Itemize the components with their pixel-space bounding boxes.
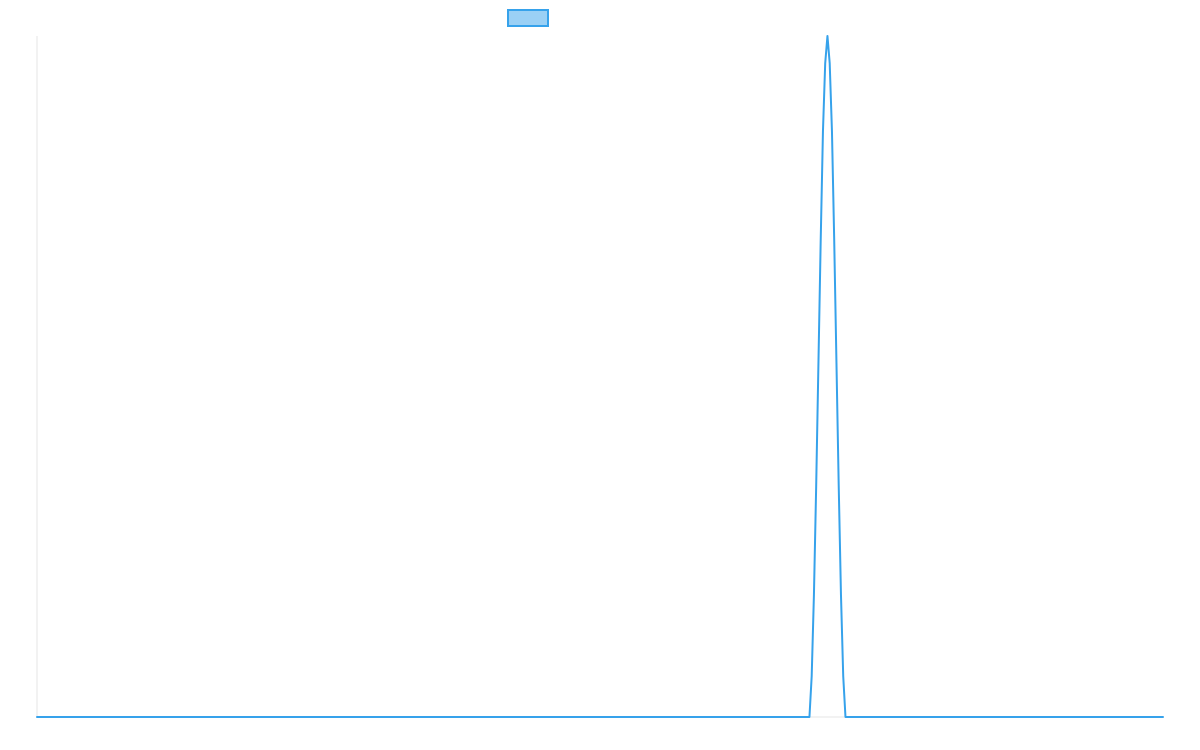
legend-item-0[interactable] bbox=[507, 9, 549, 27]
series-layer bbox=[36, 35, 1164, 718]
legend-swatch[interactable] bbox=[507, 9, 549, 27]
axes bbox=[36, 36, 1163, 718]
series-line-0 bbox=[36, 35, 1164, 718]
legend[interactable] bbox=[507, 9, 549, 27]
